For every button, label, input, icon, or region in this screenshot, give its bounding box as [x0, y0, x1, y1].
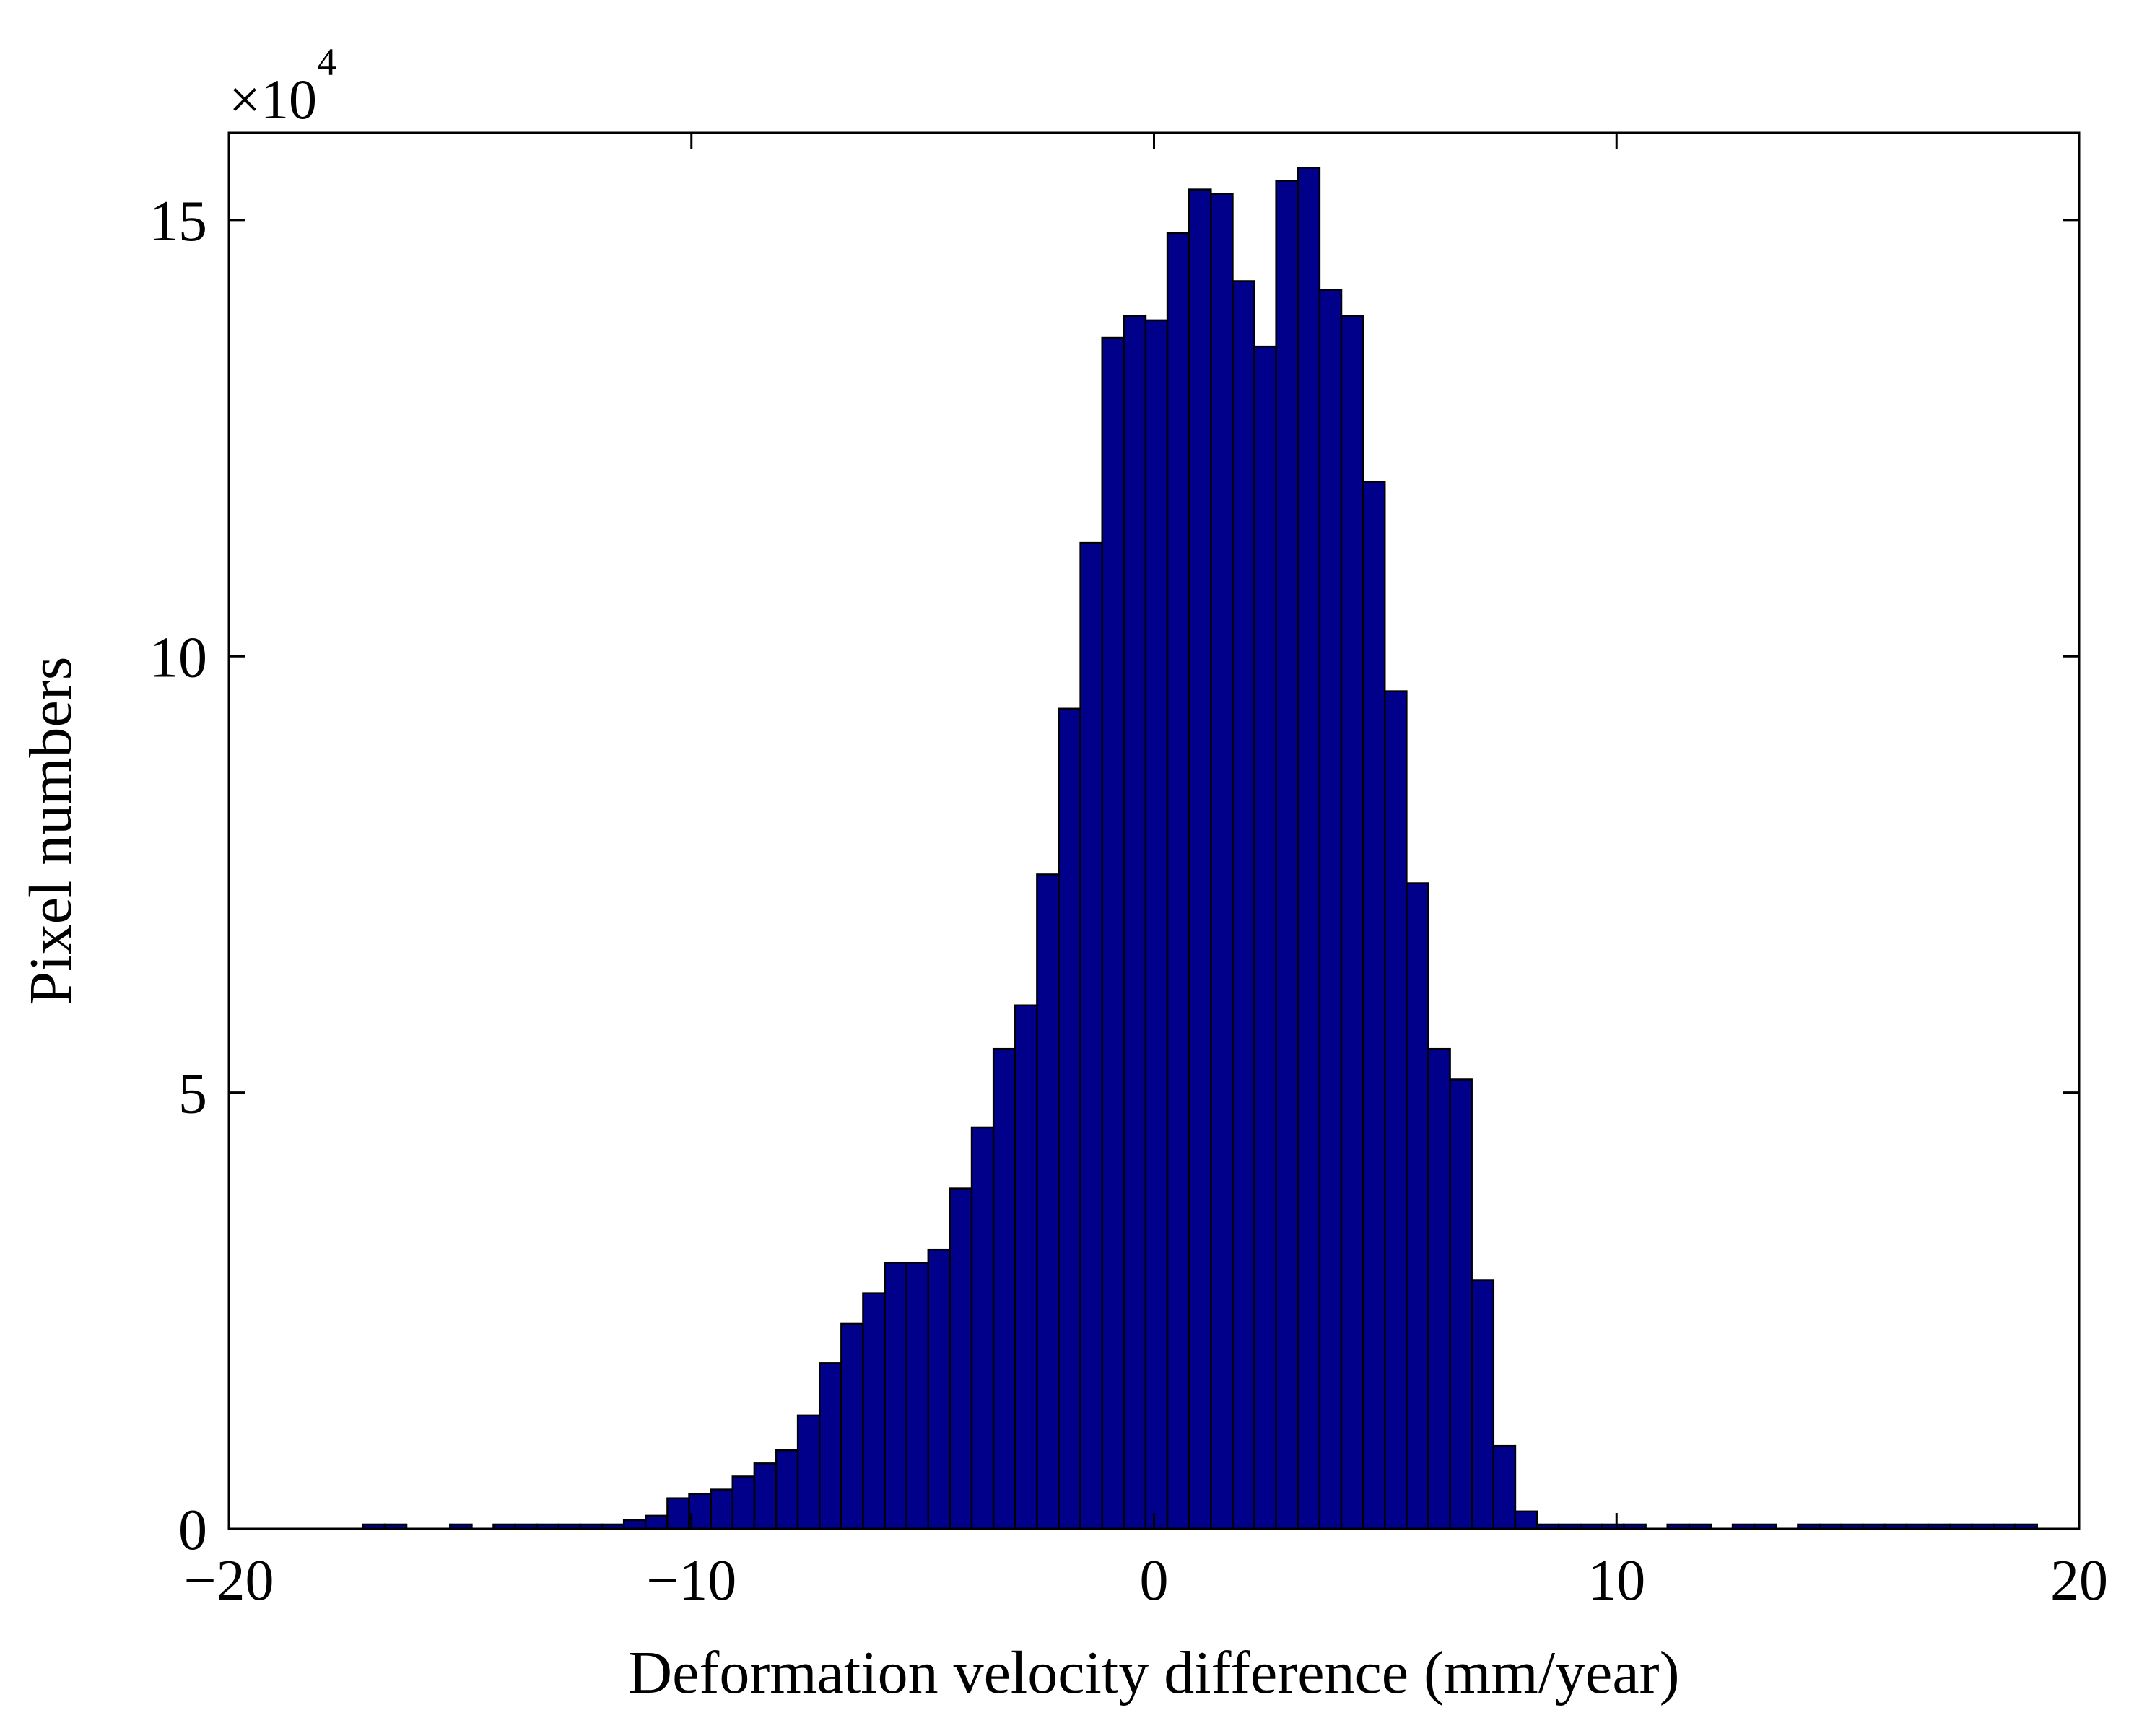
histogram-bar: [884, 1262, 907, 1530]
axis-ticks: [227, 133, 2081, 1530]
histogram-bar: [1275, 180, 1299, 1530]
y-multiplier-exponent: 4: [317, 40, 336, 84]
histogram-bar: [1492, 1444, 1517, 1530]
histogram-bar: [1144, 319, 1169, 1530]
histogram-bars: [362, 167, 2038, 1530]
x-axis-label: Deformation velocity difference (mm/year…: [628, 1639, 1679, 1706]
histogram-bar: [622, 1519, 647, 1530]
histogram-bar: [927, 1248, 951, 1530]
histogram-bar: [1406, 882, 1429, 1530]
histogram-bar: [1014, 1004, 1038, 1530]
y-tick-label: 15: [149, 190, 207, 253]
histogram-bar: [1232, 280, 1255, 1530]
histogram-bar: [1253, 345, 1277, 1530]
histogram-bar: [1471, 1279, 1495, 1530]
histogram-bar: [1166, 232, 1190, 1530]
histogram-bar: [1210, 193, 1234, 1530]
histogram-bar: [1362, 481, 1386, 1530]
x-tick-label: 20: [2050, 1549, 2108, 1613]
histogram-bar: [1383, 690, 1408, 1530]
histogram-bar: [1514, 1510, 1538, 1530]
histogram-bar: [949, 1187, 973, 1530]
x-tick-label: −20: [183, 1549, 274, 1613]
histogram-bar: [1188, 188, 1212, 1530]
histogram-bar: [753, 1462, 778, 1530]
y-axis-multiplier: ×104: [229, 40, 336, 131]
histogram-bar: [905, 1262, 930, 1530]
x-tick-label: 0: [1140, 1549, 1169, 1613]
histogram-bar: [775, 1449, 799, 1530]
histogram-bar: [1427, 1047, 1451, 1530]
histogram-bar: [710, 1488, 734, 1530]
histogram-bar: [1101, 336, 1125, 1530]
y-tick-label: 0: [178, 1499, 207, 1562]
histogram-bar: [731, 1475, 756, 1530]
y-multiplier-base: ×10: [229, 68, 317, 131]
histogram-bar: [1058, 707, 1081, 1530]
histogram-bar: [970, 1126, 995, 1530]
y-tick-label: 10: [149, 626, 207, 689]
axis-tick-labels: −20 −10 0 10 20 0 5 10 15: [149, 190, 2108, 1613]
histogram-bar: [688, 1493, 712, 1530]
histogram-bar: [1123, 315, 1147, 1530]
x-tick-label: 10: [1588, 1549, 1645, 1613]
x-tick-label: −10: [646, 1549, 736, 1613]
histogram-bar: [666, 1497, 690, 1530]
histogram-bar: [840, 1322, 864, 1530]
histogram-bar: [1297, 167, 1321, 1530]
histogram-bar: [645, 1514, 669, 1530]
histogram-bar: [1079, 541, 1103, 1530]
histogram-bar: [992, 1047, 1016, 1530]
histogram-bar: [796, 1414, 821, 1530]
histogram-bar: [1318, 289, 1343, 1530]
histogram-bar: [862, 1292, 886, 1530]
y-axis-label: Pixel numbers: [17, 657, 84, 1006]
histogram-bar: [1036, 873, 1060, 1530]
histogram-bar: [1340, 315, 1364, 1530]
histogram-bar: [1449, 1078, 1473, 1530]
y-tick-label: 5: [178, 1063, 207, 1126]
histogram-bar: [818, 1362, 842, 1530]
